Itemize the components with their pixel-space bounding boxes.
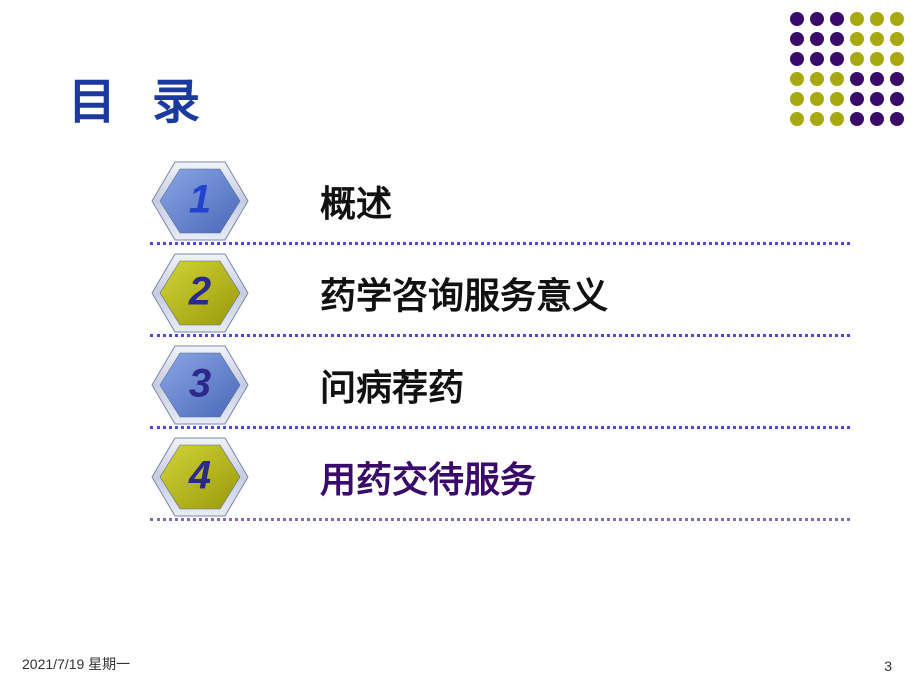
toc-item: 4 用药交待服务 (150, 431, 830, 523)
toc-list: 1 概述 2 药学咨询服务意义 (150, 155, 830, 523)
decor-dot (850, 72, 864, 86)
decor-dot (890, 12, 904, 26)
decor-dot (870, 32, 884, 46)
toc-divider (150, 242, 850, 245)
decor-dot (870, 12, 884, 26)
toc-divider (150, 426, 850, 429)
decor-dot (790, 92, 804, 106)
corner-dots-decoration (790, 12, 908, 130)
decor-dot (890, 72, 904, 86)
toc-item-label: 用药交待服务 (320, 451, 536, 503)
toc-divider (150, 518, 850, 521)
toc-item-number: 3 (189, 362, 211, 407)
toc-item-number: 4 (189, 454, 211, 499)
decor-dot (830, 52, 844, 66)
toc-divider (150, 334, 850, 337)
decor-dot (790, 12, 804, 26)
toc-item: 3 问病荐药 (150, 339, 830, 431)
decor-dot (830, 32, 844, 46)
decor-dot (790, 52, 804, 66)
decor-dot (810, 92, 824, 106)
hexagon-badge: 4 (150, 434, 250, 520)
toc-item: 2 药学咨询服务意义 (150, 247, 830, 339)
hexagon-badge: 2 (150, 250, 250, 336)
decor-dot (790, 112, 804, 126)
decor-dot (810, 72, 824, 86)
decor-dot (810, 112, 824, 126)
hexagon-badge: 3 (150, 342, 250, 428)
decor-dot (810, 12, 824, 26)
toc-item-number: 1 (189, 178, 211, 223)
toc-item-label: 药学咨询服务意义 (320, 267, 608, 319)
decor-dot (890, 92, 904, 106)
decor-dot (870, 112, 884, 126)
decor-dot (810, 52, 824, 66)
decor-dot (870, 52, 884, 66)
hexagon-badge: 1 (150, 158, 250, 244)
decor-dot (850, 52, 864, 66)
decor-dot (890, 32, 904, 46)
page-title: 目 录 (68, 62, 212, 132)
decor-dot (870, 72, 884, 86)
toc-item: 1 概述 (150, 155, 830, 247)
decor-dot (790, 32, 804, 46)
decor-dot (830, 92, 844, 106)
decor-dot (890, 52, 904, 66)
decor-dot (890, 112, 904, 126)
decor-dot (830, 112, 844, 126)
toc-item-label: 概述 (320, 175, 392, 227)
footer-page-number: 3 (884, 658, 892, 674)
decor-dot (830, 12, 844, 26)
toc-item-number: 2 (189, 270, 211, 315)
decor-dot (790, 72, 804, 86)
decor-dot (810, 32, 824, 46)
footer-date: 2021/7/19 星期一 (22, 654, 130, 674)
decor-dot (870, 92, 884, 106)
decor-dot (850, 112, 864, 126)
decor-dot (830, 72, 844, 86)
decor-dot (850, 92, 864, 106)
toc-item-label: 问病荐药 (320, 359, 464, 411)
decor-dot (850, 12, 864, 26)
decor-dot (850, 32, 864, 46)
